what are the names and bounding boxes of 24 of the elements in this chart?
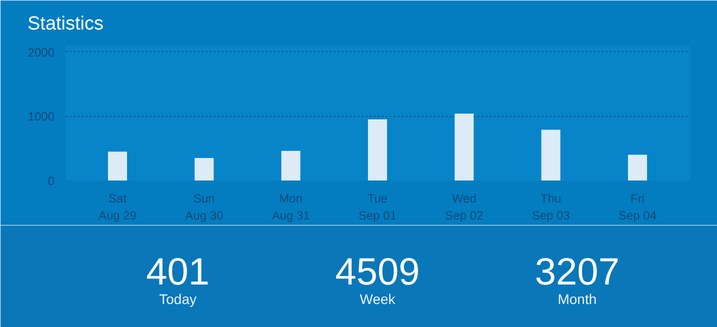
- x-tick-label: Sat Aug 29: [98, 192, 137, 222]
- y-tick-label: 1000: [28, 110, 55, 124]
- bar: [368, 119, 388, 180]
- bar: [628, 154, 648, 180]
- text: 401: [146, 252, 210, 294]
- text: Week: [360, 291, 396, 308]
- text: 3207: [534, 252, 620, 294]
- text: 4509: [335, 252, 420, 294]
- x-tick-label: Mon Aug 31: [272, 192, 310, 222]
- y-tick-label: 2000: [28, 45, 55, 60]
- bar: [108, 152, 128, 180]
- x-tick-label: Tue Sep 01: [358, 192, 397, 222]
- text: Today: [159, 291, 196, 308]
- y-tick-label: 0: [48, 174, 55, 188]
- chart-title: Statistics: [28, 14, 104, 34]
- x-tick-label: Fri Sep 04: [618, 192, 657, 222]
- bar: [541, 130, 560, 180]
- bar: [454, 114, 474, 180]
- x-tick-label: Wed Sep 02: [445, 192, 484, 222]
- x-tick-label: Thu Sep 03: [532, 192, 570, 222]
- x-tick-label: Sun Aug 30: [185, 192, 224, 222]
- bar: [281, 150, 300, 180]
- bar: [194, 158, 214, 180]
- text: Month: [558, 291, 597, 308]
